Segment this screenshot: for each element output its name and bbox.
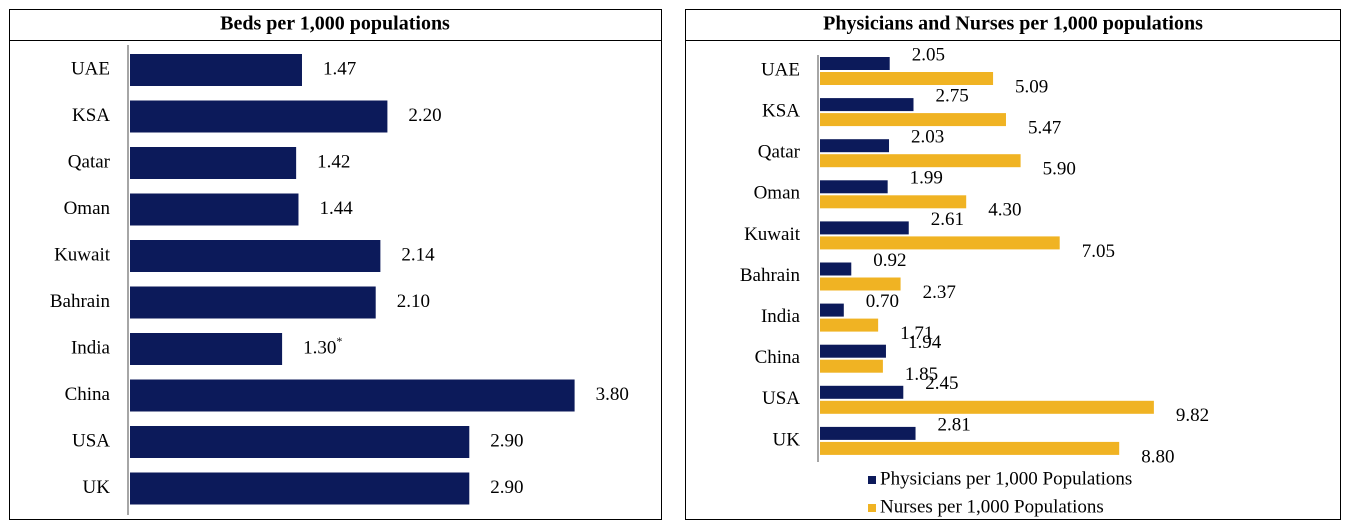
bar (130, 286, 376, 319)
data-label: 1.30* (303, 334, 342, 359)
bar (820, 303, 844, 317)
category-label: USA (762, 388, 800, 409)
bar (130, 147, 297, 179)
data-label: 1.42 (317, 151, 350, 172)
bar (820, 72, 994, 85)
category-label: Oman (754, 183, 801, 204)
category-label: KSA (762, 100, 800, 121)
category-label: Qatar (758, 142, 801, 163)
data-label: 8.80 (1141, 446, 1174, 467)
category-label: India (71, 337, 111, 358)
data-label: 2.81 (938, 414, 971, 435)
bar (130, 100, 388, 133)
chart-frame (685, 9, 1341, 520)
data-label: 2.75 (936, 85, 969, 106)
data-label: 3.80 (596, 384, 629, 405)
bar (130, 379, 575, 412)
category-label: USA (72, 430, 110, 451)
category-label: Bahrain (740, 265, 801, 286)
category-label: Kuwait (744, 224, 801, 245)
bar (820, 359, 883, 373)
data-label: 2.05 (912, 44, 945, 65)
bar (130, 240, 381, 272)
bar (820, 98, 914, 112)
data-label: 2.37 (923, 282, 956, 303)
bar (130, 54, 302, 86)
data-label: 0.92 (873, 250, 906, 271)
bar (820, 221, 909, 235)
data-label: 5.90 (1043, 159, 1076, 180)
category-label: India (761, 306, 801, 327)
chart-frame (9, 9, 662, 520)
bar (820, 400, 1154, 414)
bar (820, 57, 890, 70)
bar (820, 180, 888, 194)
bar (820, 154, 1021, 168)
category-label: China (755, 347, 801, 368)
bar (820, 426, 916, 440)
chart-title: Beds per 1,000 populations (220, 13, 450, 35)
data-label: 9.82 (1176, 405, 1209, 426)
bar (820, 385, 904, 399)
data-label: 2.20 (408, 105, 441, 126)
category-label: UAE (71, 58, 110, 79)
bar (820, 318, 879, 332)
bar (130, 472, 470, 505)
data-label: 1.94 (908, 332, 942, 353)
category-label: Kuwait (54, 244, 111, 265)
data-label: 2.90 (490, 477, 523, 498)
legend-marker (868, 476, 876, 484)
category-label: Oman (64, 198, 111, 219)
bar (820, 139, 890, 153)
bar (820, 441, 1120, 455)
category-label: China (65, 384, 111, 405)
data-label: 1.99 (910, 168, 943, 189)
data-label: 1.47 (323, 58, 356, 79)
category-label: UK (773, 429, 801, 450)
chart-title: Physicians and Nurses per 1,000 populati… (823, 13, 1203, 35)
bar (130, 193, 299, 226)
data-label: 1.85 (905, 364, 938, 385)
legend-marker (868, 504, 876, 512)
data-label: 2.61 (931, 209, 964, 230)
data-label: 1.71 (900, 323, 933, 344)
data-label: 7.05 (1082, 241, 1115, 262)
category-label: UK (83, 477, 111, 498)
data-label: 5.09 (1015, 76, 1048, 97)
bar (820, 113, 1006, 127)
legend-label: Physicians per 1,000 Populations (880, 468, 1132, 489)
legend-label: Nurses per 1,000 Populations (880, 496, 1104, 517)
category-label: Qatar (68, 151, 111, 172)
category-label: KSA (72, 105, 110, 126)
data-label: 4.30 (988, 200, 1021, 221)
bar (820, 262, 852, 276)
bar (820, 344, 886, 358)
data-label: 0.70 (866, 291, 899, 312)
data-label: 1.44 (319, 198, 353, 219)
bar (820, 195, 967, 209)
bar (130, 426, 470, 458)
bar (820, 236, 1060, 250)
data-label: 2.10 (397, 291, 430, 312)
data-label: 2.03 (911, 127, 944, 148)
category-label: UAE (761, 59, 800, 80)
data-label: 2.45 (925, 373, 958, 394)
data-label: 2.90 (490, 430, 523, 451)
data-label: 2.14 (401, 244, 435, 265)
data-label: 5.47 (1028, 117, 1061, 138)
category-label: Bahrain (50, 291, 111, 312)
bar (820, 277, 901, 291)
bar (130, 333, 283, 365)
